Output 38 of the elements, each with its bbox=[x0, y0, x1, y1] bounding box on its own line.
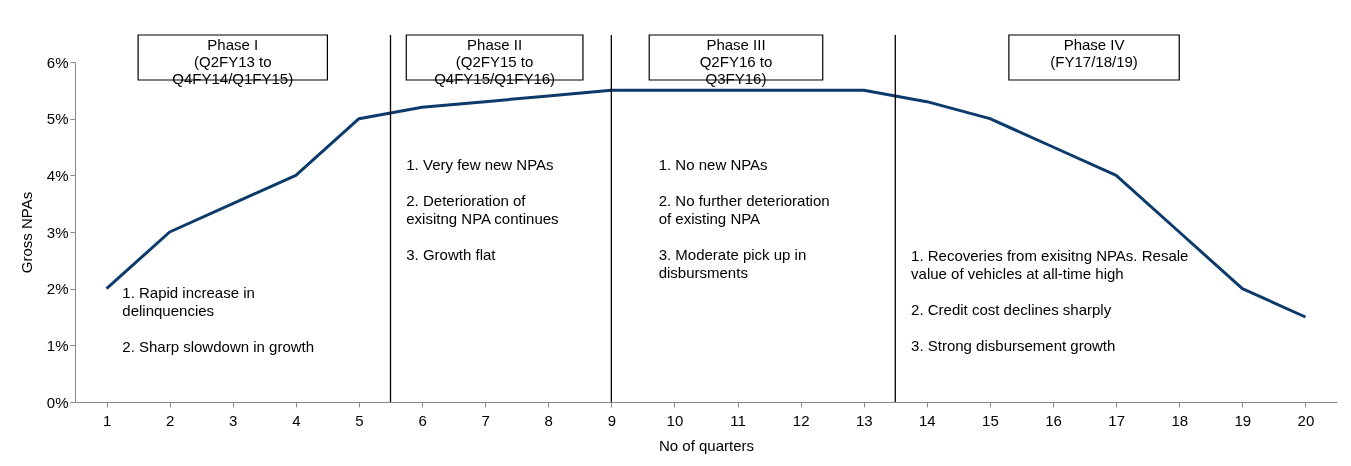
y-tick-label: 2% bbox=[46, 280, 69, 298]
x-tick-label: 12 bbox=[792, 411, 810, 429]
x-tick-label: 20 bbox=[1297, 411, 1315, 429]
y-axis-title: Gross NPAs bbox=[17, 191, 35, 274]
y-tick-label: 6% bbox=[46, 53, 69, 71]
annotation: Phase II (Q2FY15 to Q4FY15/Q1FY16) bbox=[434, 36, 556, 87]
x-tick-label: 19 bbox=[1234, 411, 1252, 429]
y-tick-label: 5% bbox=[46, 110, 69, 128]
x-tick-label: 13 bbox=[855, 411, 873, 429]
x-tick-label: 17 bbox=[1108, 411, 1125, 429]
x-tick-label: 5 bbox=[355, 411, 364, 429]
x-tick-label: 15 bbox=[982, 411, 999, 429]
line-series bbox=[105, 88, 1307, 319]
x-tick-label: 14 bbox=[919, 411, 936, 429]
y-tick-label: 3% bbox=[46, 223, 69, 241]
annotation: Phase IV (FY17/18/19) bbox=[1050, 36, 1138, 70]
annotation: Phase III Q2FY16 to Q3FY16) bbox=[699, 36, 773, 87]
x-tick-label: 6 bbox=[418, 411, 427, 429]
x-axis-title: No of quarters bbox=[658, 436, 755, 454]
x-tick-label: 11 bbox=[730, 411, 746, 429]
x-tick-label: 9 bbox=[607, 411, 617, 429]
x-tick-label: 1 bbox=[102, 411, 112, 429]
y-tick-label: 1% bbox=[46, 336, 69, 354]
x-tick-label: 2 bbox=[165, 411, 175, 429]
x-tick-label: 3 bbox=[229, 411, 238, 429]
x-tick-label: 18 bbox=[1171, 411, 1189, 429]
x-tick-label: 7 bbox=[481, 411, 490, 429]
text: 1. No new NPAs 2. No further deterioration of existing NPA 3. Moderate pick up in disbursments bbox=[658, 156, 830, 282]
x-tick-label: 8 bbox=[544, 411, 553, 429]
x-tick-label: 10 bbox=[666, 411, 684, 429]
text: 1. Recoveries from exisitng NPAs. Resale value of vehicles at all-time high 2. Credit cost declines sharply 3. Strong disbursement growth bbox=[911, 247, 1189, 354]
x-tick-label: 16 bbox=[1045, 411, 1062, 429]
text: 1. Rapid increase in delinquencies 2. Sharp slowdown in growth bbox=[122, 283, 315, 355]
annotation: Phase I (Q2FY13 to Q4FY14/Q1FY15) bbox=[172, 36, 294, 87]
x-tick-label: 4 bbox=[292, 411, 301, 429]
y-tick-label: 0% bbox=[46, 393, 69, 411]
y-tick-label: 4% bbox=[46, 166, 69, 184]
text: 1. Very few new NPAs 2. Deterioration of exisitng NPA continues 3. Growth flat bbox=[406, 156, 559, 264]
